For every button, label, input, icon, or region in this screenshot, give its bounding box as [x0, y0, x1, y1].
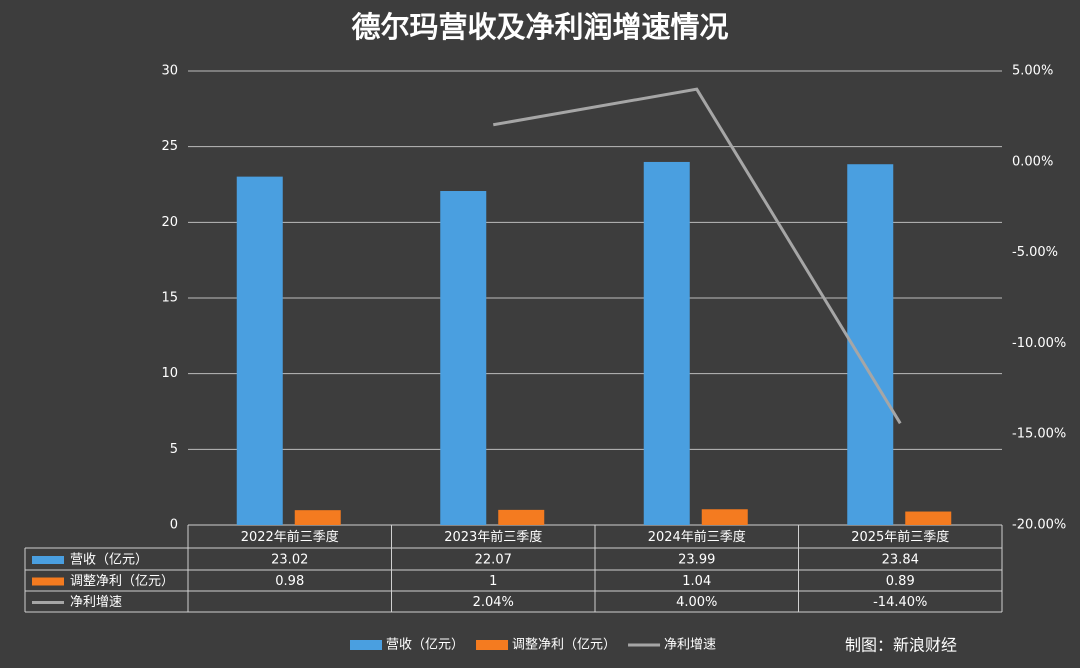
legend-label: 调整净利（亿元）: [512, 638, 616, 653]
bar: [236, 176, 283, 525]
x-tick-label: 2023年前三季度: [444, 529, 542, 545]
table-legend-icon: [32, 601, 64, 604]
table-cell: -14.40%: [873, 595, 927, 610]
y-tick-label: 15: [161, 291, 178, 306]
y2-tick-label: -5.00%: [1012, 245, 1058, 260]
bar: [643, 161, 690, 525]
bar: [847, 164, 894, 526]
table-cell: 23.99: [678, 553, 715, 568]
bar: [294, 510, 341, 525]
bar: [498, 509, 545, 525]
bar: [440, 191, 487, 526]
y2-tick-label: -10.00%: [1012, 336, 1066, 351]
table-row-label: 营收（亿元）: [70, 553, 148, 568]
table-cell: 2.04%: [473, 595, 514, 610]
table-cell: 23.84: [882, 553, 919, 568]
table-cell: 1.04: [682, 574, 711, 589]
table-row-label: 调整净利（亿元）: [70, 574, 174, 589]
table-row-label: 净利增速: [70, 595, 122, 610]
table-legend-icon: [32, 577, 64, 586]
x-tick-label: 2022年前三季度: [241, 529, 339, 545]
line: [492, 87, 902, 425]
y2-tick-label: -15.00%: [1012, 427, 1066, 442]
y-tick-label: 25: [161, 139, 178, 154]
x-tick-label: 2025年前三季度: [851, 529, 949, 545]
y-tick-label: 20: [161, 215, 178, 230]
x-tick-label: 2024年前三季度: [648, 529, 746, 545]
legend-swatch: [628, 643, 661, 647]
chart-title: 德尔玛营收及净利润增速情况: [351, 10, 728, 44]
table-cell: 23.02: [271, 553, 308, 568]
table-legend-icon: [32, 556, 64, 564]
legend-label: 营收（亿元）: [386, 638, 464, 653]
bar: [905, 511, 952, 525]
source: 制图：新浪财经: [845, 636, 957, 655]
legend-label: 净利增速: [664, 638, 716, 653]
table-cell: 22.07: [475, 553, 512, 568]
legend-swatch: [476, 640, 509, 650]
y2-tick-label: 5.00%: [1012, 64, 1053, 79]
table-cell: 1: [489, 574, 497, 589]
table-cell: 0.89: [886, 574, 915, 589]
y-tick-label: 10: [161, 366, 178, 381]
table-cell: 0.98: [275, 574, 304, 589]
y-tick-label: 0: [170, 518, 178, 533]
bar: [701, 509, 748, 525]
legend-swatch: [350, 640, 382, 650]
y-tick-label: 30: [161, 64, 178, 79]
y-tick-label: 5: [170, 442, 178, 457]
table-cell: 4.00%: [676, 595, 717, 610]
y2-tick-label: -20.00%: [1012, 518, 1066, 533]
y2-tick-label: 0.00%: [1012, 154, 1053, 169]
